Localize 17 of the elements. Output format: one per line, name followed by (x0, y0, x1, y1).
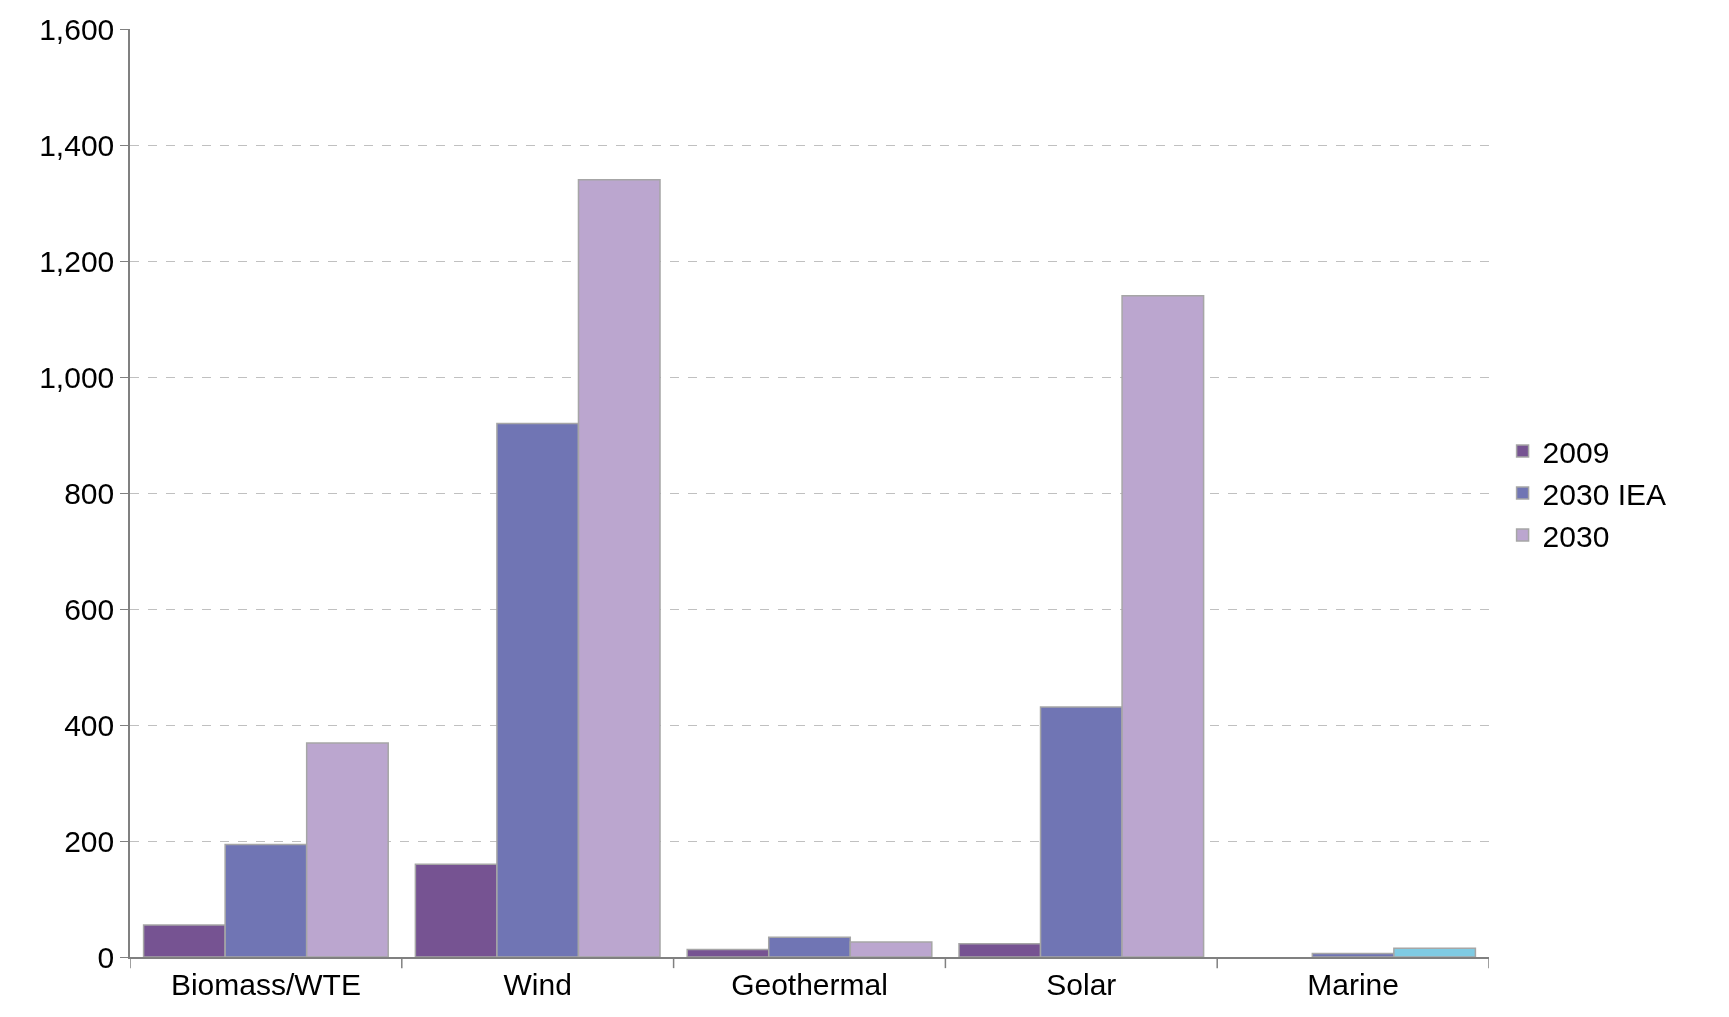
y-tick-label: 600 (64, 592, 115, 626)
y-tick-label: 1,200 (39, 244, 115, 278)
x-tick-label: Biomass/WTE (170, 967, 361, 1001)
y-tick-label: 200 (64, 824, 115, 858)
y-tick-label: 0 (97, 940, 115, 974)
x-tick-label: Wind (503, 967, 572, 1001)
x-tick-label: Marine (1307, 967, 1399, 1001)
y-tick-label: 400 (64, 708, 115, 742)
y-tick-label: 1,400 (39, 128, 115, 162)
legend-label: 2030 (1542, 519, 1610, 553)
legend-label: 2009 (1542, 435, 1610, 469)
y-tick-label: 1,600 (39, 12, 115, 46)
y-tick-label: 1,000 (39, 360, 115, 394)
y-tick-label: 800 (64, 476, 115, 510)
x-tick-label: Geothermal (731, 967, 888, 1001)
x-tick-label: Solar (1046, 967, 1117, 1001)
legend-label: 2030 IEA (1542, 477, 1667, 511)
